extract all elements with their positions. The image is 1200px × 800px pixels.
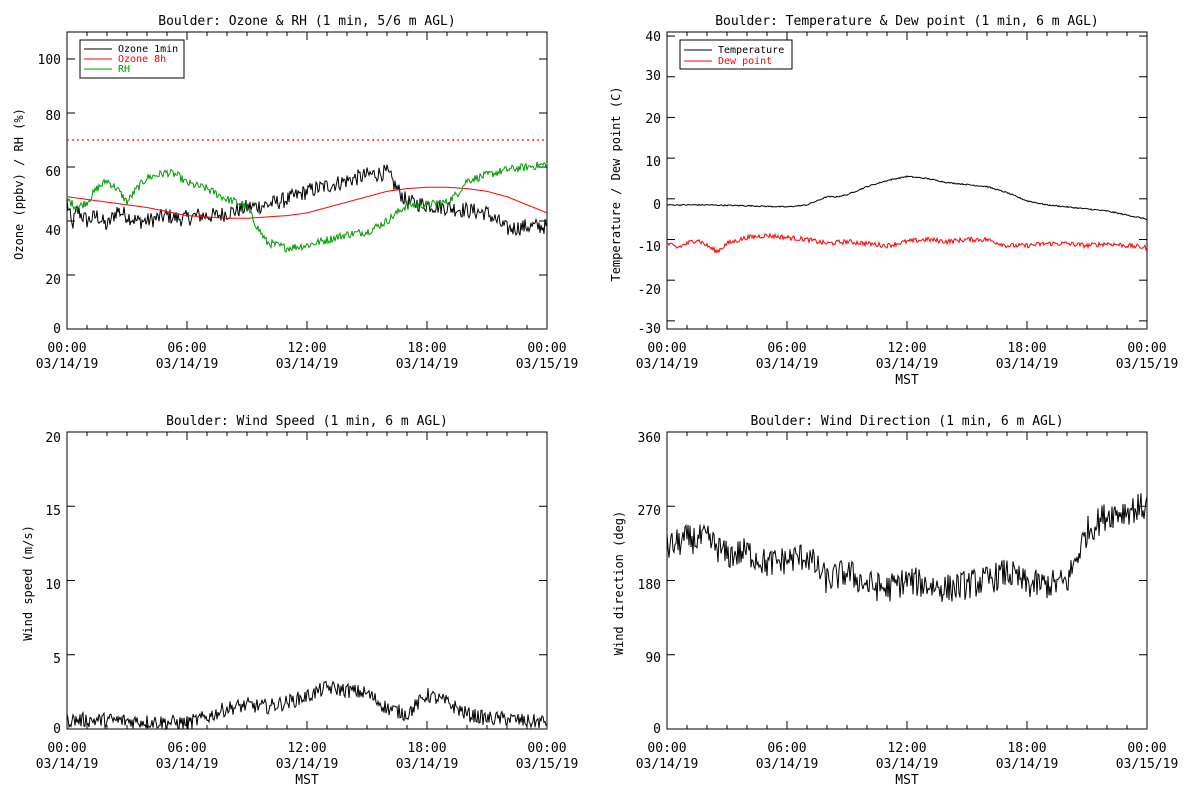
x-tick-label: 03/15/19 bbox=[1116, 757, 1179, 772]
x-tick-label: 03/14/19 bbox=[636, 757, 699, 772]
x-tick-label: 18:00 bbox=[407, 341, 446, 356]
x-tick-label: 03/14/19 bbox=[996, 757, 1059, 772]
legend-label: Ozone 8h bbox=[118, 54, 166, 65]
y-tick-label: 40 bbox=[645, 30, 661, 45]
x-tick-label: 03/14/19 bbox=[396, 357, 459, 372]
y-tick-label: 20 bbox=[45, 431, 61, 446]
y-tick-label: 180 bbox=[638, 578, 661, 593]
y-tick-label: 100 bbox=[38, 53, 61, 68]
plot-frame bbox=[66, 431, 548, 730]
series-line bbox=[666, 232, 1148, 254]
x-tick-label: 12:00 bbox=[887, 341, 926, 356]
chart-title: Boulder: Ozone & RH (1 min, 5/6 m AGL) bbox=[158, 14, 455, 29]
y-tick-label: -10 bbox=[638, 240, 661, 255]
y-axis-label: Wind speed (m/s) bbox=[21, 525, 35, 641]
chart-title: Boulder: Wind Direction (1 min, 6 m AGL) bbox=[750, 414, 1063, 429]
y-tick-label: 60 bbox=[45, 165, 61, 180]
y-tick-label: 0 bbox=[653, 198, 661, 213]
y-tick-label: 270 bbox=[638, 504, 661, 519]
series-line bbox=[66, 680, 548, 731]
y-tick-label: 20 bbox=[645, 112, 661, 127]
x-tick-label: 03/14/19 bbox=[876, 357, 939, 372]
y-tick-label: 40 bbox=[45, 224, 61, 239]
x-tick-label: 00:00 bbox=[1127, 341, 1166, 356]
y-tick-label: 5 bbox=[53, 652, 61, 667]
x-tick-label: 00:00 bbox=[1127, 741, 1166, 756]
y-tick-label: 360 bbox=[638, 431, 661, 446]
x-tick-label: 03/14/19 bbox=[276, 757, 339, 772]
x-tick-label: 06:00 bbox=[767, 741, 806, 756]
x-tick-label: 03/14/19 bbox=[156, 357, 219, 372]
x-tick-label: 03/14/19 bbox=[276, 357, 339, 372]
x-tick-label: 03/14/19 bbox=[756, 357, 819, 372]
x-tick-label: 12:00 bbox=[887, 741, 926, 756]
y-axis-label: Wind direction (deg) bbox=[612, 511, 626, 656]
x-tick-label: 18:00 bbox=[1007, 741, 1046, 756]
plot-frame bbox=[666, 31, 1148, 330]
legend-label: Temperature bbox=[718, 45, 784, 56]
y-tick-label: 0 bbox=[53, 322, 61, 337]
x-axis-label: MST bbox=[295, 773, 319, 788]
series-line bbox=[66, 164, 548, 237]
y-tick-label: 15 bbox=[45, 504, 61, 519]
y-tick-label: -30 bbox=[638, 322, 661, 337]
y-tick-label: 10 bbox=[45, 578, 61, 593]
x-tick-label: 12:00 bbox=[287, 741, 326, 756]
x-tick-label: 03/15/19 bbox=[1116, 357, 1179, 372]
x-tick-label: 12:00 bbox=[287, 341, 326, 356]
x-tick-label: 03/14/19 bbox=[36, 357, 99, 372]
y-axis-label: Temperature / Dew point (C) bbox=[609, 86, 623, 281]
x-tick-label: 00:00 bbox=[527, 341, 566, 356]
panel-wind-direction: Boulder: Wind Direction (1 min, 6 m AGL)… bbox=[612, 414, 1178, 788]
x-tick-label: 03/14/19 bbox=[756, 757, 819, 772]
x-tick-label: 00:00 bbox=[47, 741, 86, 756]
x-tick-label: 00:00 bbox=[647, 341, 686, 356]
y-tick-label: -20 bbox=[638, 283, 661, 298]
x-tick-label: 03/14/19 bbox=[876, 757, 939, 772]
x-tick-label: 03/14/19 bbox=[636, 357, 699, 372]
legend-box bbox=[679, 39, 793, 70]
x-tick-label: 00:00 bbox=[47, 341, 86, 356]
y-tick-label: 10 bbox=[645, 155, 661, 170]
x-tick-label: 00:00 bbox=[647, 741, 686, 756]
y-tick-label: 80 bbox=[45, 109, 61, 124]
y-tick-label: 90 bbox=[645, 651, 661, 666]
x-tick-label: 06:00 bbox=[767, 341, 806, 356]
panel-ozone-rh: Boulder: Ozone & RH (1 min, 5/6 m AGL) O… bbox=[12, 14, 578, 372]
y-tick-label: 30 bbox=[645, 69, 661, 84]
y-tick-label: 20 bbox=[45, 273, 61, 288]
chart-title: Boulder: Temperature & Dew point (1 min,… bbox=[715, 14, 1099, 29]
x-tick-label: 18:00 bbox=[1007, 341, 1046, 356]
legend-label: RH bbox=[118, 64, 130, 75]
series-line bbox=[66, 186, 548, 219]
series-line bbox=[66, 161, 548, 253]
chart-title: Boulder: Wind Speed (1 min, 6 m AGL) bbox=[166, 414, 448, 429]
y-tick-label: 0 bbox=[653, 722, 661, 737]
x-tick-label: 03/15/19 bbox=[516, 357, 579, 372]
y-tick-label: 0 bbox=[53, 722, 61, 737]
x-tick-label: 06:00 bbox=[167, 341, 206, 356]
x-tick-label: 00:00 bbox=[527, 741, 566, 756]
series-line bbox=[666, 175, 1148, 221]
x-tick-label: 06:00 bbox=[167, 741, 206, 756]
panel-wind-speed: Boulder: Wind Speed (1 min, 6 m AGL) Win… bbox=[21, 414, 578, 788]
x-tick-label: 03/14/19 bbox=[996, 357, 1059, 372]
x-axis-label: MST bbox=[895, 373, 919, 388]
panel-temperature-dewpoint: Boulder: Temperature & Dew point (1 min,… bbox=[609, 14, 1178, 388]
x-tick-label: 18:00 bbox=[407, 741, 446, 756]
legend-label: Ozone 1min bbox=[118, 44, 178, 55]
x-tick-label: 03/14/19 bbox=[396, 757, 459, 772]
x-tick-label: 03/14/19 bbox=[36, 757, 99, 772]
x-tick-label: 03/15/19 bbox=[516, 757, 579, 772]
x-axis-label: MST bbox=[895, 773, 919, 788]
series-line bbox=[666, 493, 1148, 602]
y-axis-label: Ozone (ppbv) / RH (%) bbox=[12, 108, 26, 260]
legend-label: Dew point bbox=[718, 56, 772, 67]
x-tick-label: 03/14/19 bbox=[156, 757, 219, 772]
